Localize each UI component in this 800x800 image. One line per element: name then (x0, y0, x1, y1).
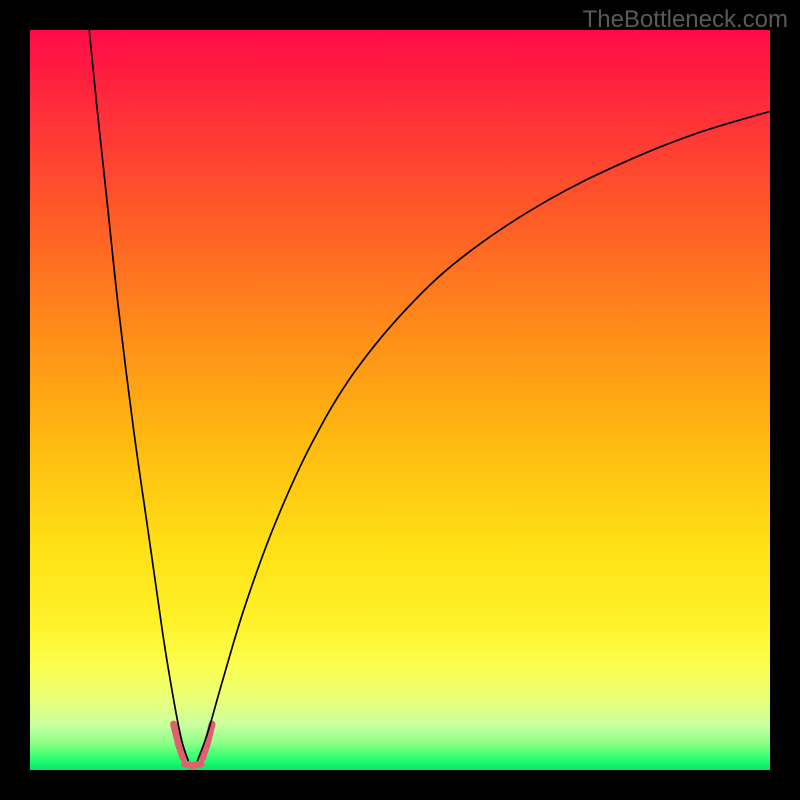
watermark-text: TheBottleneck.com (583, 6, 788, 34)
bottleneck-curve-chart (30, 30, 770, 770)
figure-container: TheBottleneck.com (0, 0, 800, 800)
curve-left-branch (89, 30, 188, 761)
plot-area (30, 30, 770, 770)
curve-right-branch (197, 111, 770, 761)
